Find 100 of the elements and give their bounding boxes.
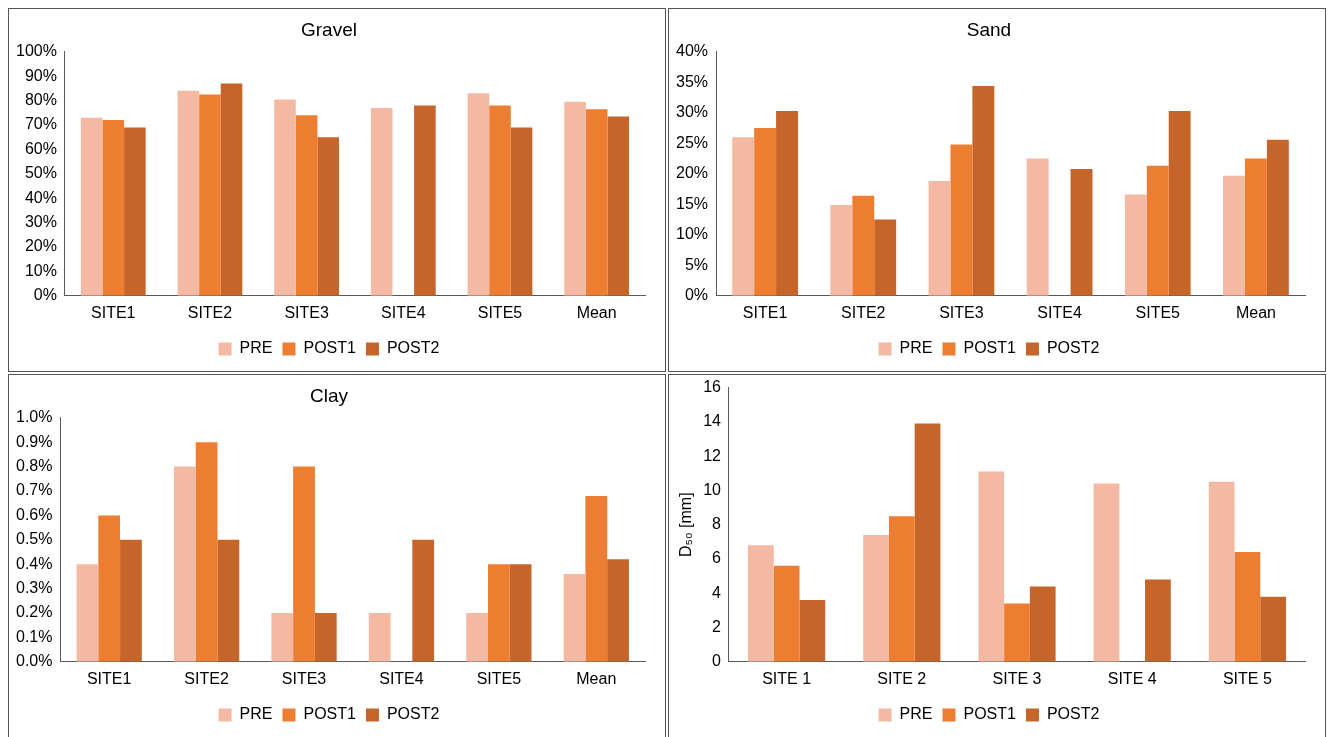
bar [972,85,995,296]
legend-label: POST1 [303,705,357,723]
y-tick-label: 60% [24,139,57,157]
y-tick-label: 12 [703,446,722,464]
y-tick-label: 20% [24,237,57,255]
x-tick-label: Mean [576,669,617,687]
bar [220,83,243,296]
y-tick-label: 0% [684,286,709,304]
bar [607,116,630,296]
bar [830,204,853,296]
bar [776,110,798,296]
chart-title: Sand [966,18,1012,40]
y-tick-label: 0.3% [16,579,53,597]
y-tick-label: 2 [712,617,722,635]
bar [773,565,800,662]
legend-label: POST1 [303,339,357,357]
y-axis-title: D₅₀ [mm] [677,492,695,558]
y-tick-label: 30% [675,103,709,121]
x-tick-label: SITE1 [86,669,132,687]
y-tick-label: 0.8% [16,457,53,475]
bar [754,128,777,296]
bar [914,423,941,662]
x-tick-label: SITE 3 [992,669,1042,687]
x-tick-label: SITE5 [476,669,522,687]
bar [199,94,221,296]
bar [1070,168,1093,296]
x-tick-label: SITE3 [939,303,984,321]
y-tick-label: 4 [712,583,722,601]
x-tick-label: SITE5 [477,303,523,321]
bar [414,105,436,296]
bar [295,115,318,296]
bar [1145,579,1171,662]
bar [510,127,533,296]
y-tick-label: 70% [24,115,57,133]
x-tick-label: Mean [1235,303,1276,321]
bar [563,573,586,662]
y-tick-label: 10 [703,480,722,498]
bar [487,564,510,662]
x-tick-label: Mean [576,303,617,321]
y-tick-label: 0.6% [16,505,53,523]
bar [1093,483,1120,662]
y-tick-label: 20% [675,164,709,182]
y-tick-label: 10% [24,261,57,279]
bar [368,613,391,662]
x-tick-label: SITE4 [381,303,426,321]
x-tick-label: SITE1 [742,303,788,321]
x-tick-label: SITE5 [1135,303,1181,321]
bar [102,120,125,296]
x-tick-label: SITE 2 [877,669,927,687]
y-tick-label: 0.4% [16,554,53,572]
y-tick-label: 40% [24,188,57,206]
bar [1244,158,1267,296]
bar [585,109,608,296]
bar [874,219,897,296]
bar [1208,481,1235,662]
bar [271,613,294,662]
y-tick-label: 0.2% [16,603,53,621]
legend-label: POST1 [963,339,1017,357]
x-tick-label: SITE 1 [762,669,812,687]
y-tick-label: 40% [675,42,709,60]
bar [76,564,99,662]
y-tick-label: 0 [712,652,722,670]
bar [1168,110,1191,296]
y-tick-label: 50% [24,164,57,182]
bar [799,600,826,662]
x-tick-label: SITE 4 [1107,669,1157,687]
y-tick-label: 0.5% [16,530,53,548]
y-tick-label: 80% [24,91,57,109]
y-tick-label: 35% [675,72,709,90]
bar [489,105,511,296]
bar [1026,158,1049,296]
bar [370,107,393,296]
y-tick-label: 90% [24,66,57,84]
x-tick-label: SITE4 [1037,303,1082,321]
y-tick-label: 14 [703,412,722,430]
bar [467,93,490,296]
bar [888,516,915,662]
bar [978,471,1005,662]
x-tick-label: SITE4 [379,669,424,687]
bar [1223,175,1245,296]
x-tick-label: SITE 5 [1222,669,1272,687]
bar [564,101,586,296]
y-tick-label: 0% [33,286,57,304]
y-tick-label: 15% [675,194,709,212]
bar [195,442,218,662]
bar [1260,596,1286,662]
x-tick-label: SITE3 [284,303,329,321]
bar [124,127,146,296]
y-tick-label: 0.1% [16,627,53,645]
bar [732,137,755,296]
legend-label: POST2 [386,339,440,357]
legend-label: PRE [239,705,273,723]
bar [120,539,142,662]
bar [607,559,629,662]
legend-label: POST1 [963,705,1017,723]
legend-label: PRE [239,339,273,357]
bar [1124,194,1147,296]
bar [1029,586,1056,662]
y-tick-label: 6 [712,549,722,567]
y-tick-label: 100% [16,42,57,60]
